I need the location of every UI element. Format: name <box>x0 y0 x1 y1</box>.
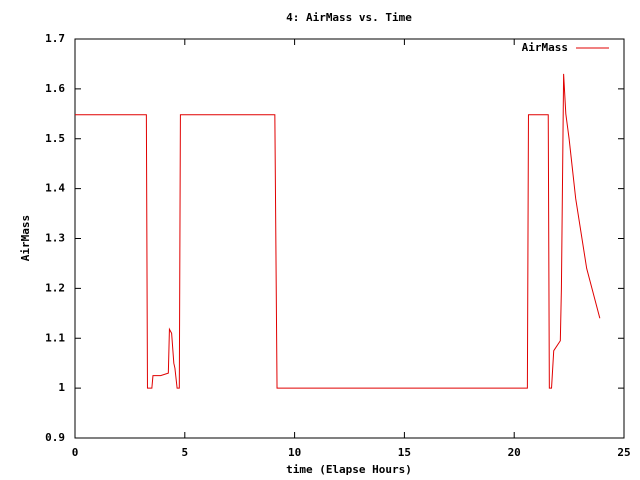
y-tick-label: 1.6 <box>45 82 65 95</box>
y-tick-label: 1 <box>58 381 65 394</box>
legend-label: AirMass <box>522 41 568 54</box>
y-tick-label: 1.4 <box>45 182 65 195</box>
y-tick-label: 1.7 <box>45 32 65 45</box>
chart-title: 4: AirMass vs. Time <box>286 11 412 24</box>
y-tick-label: 1.5 <box>45 132 65 145</box>
y-axis-label: AirMass <box>19 215 32 261</box>
x-tick-label: 25 <box>617 446 630 459</box>
x-tick-label: 20 <box>508 446 521 459</box>
y-tick-label: 0.9 <box>45 431 65 444</box>
data-line <box>75 73 601 389</box>
x-tick-label: 5 <box>181 446 188 459</box>
x-tick-label: 0 <box>72 446 79 459</box>
y-tick-label: 1.2 <box>45 281 65 294</box>
y-tick-label: 1.3 <box>45 232 65 245</box>
x-tick-label: 10 <box>288 446 301 459</box>
x-tick-label: 15 <box>398 446 411 459</box>
x-axis-label: time (Elapse Hours) <box>286 463 412 476</box>
y-tick-label: 1.1 <box>45 331 65 344</box>
